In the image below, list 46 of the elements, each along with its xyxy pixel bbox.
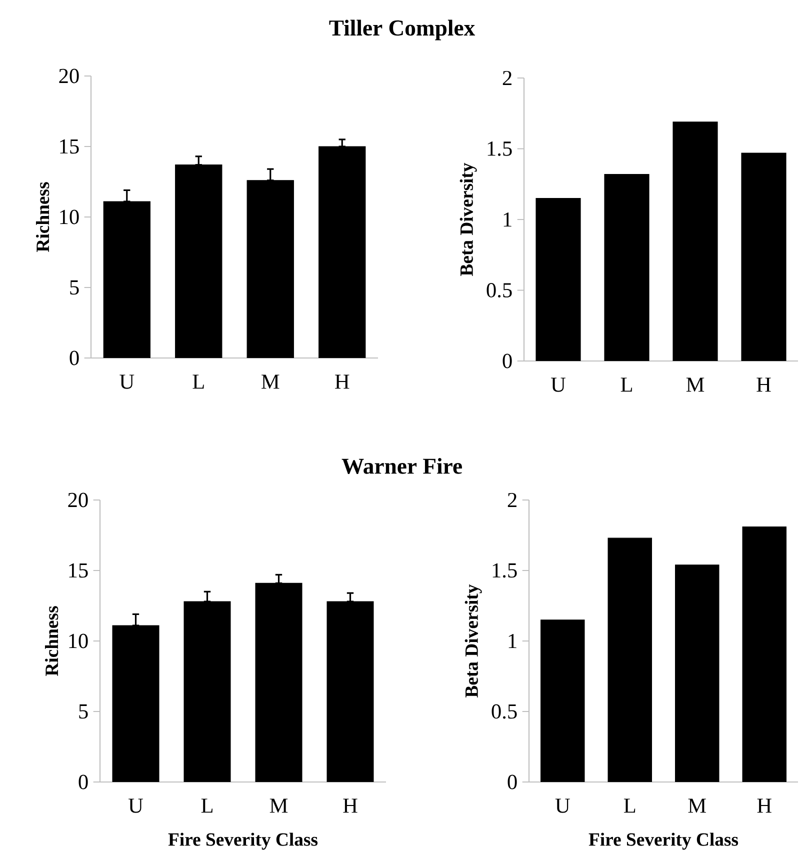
x-tick-label: L [192,374,204,389]
x-tick-label: M [261,374,280,389]
y-tick-label: 1 [504,212,512,227]
x-axis-title: Fire Severity Class [588,832,738,850]
bar [103,201,150,358]
y-tick-label: 5 [79,704,88,719]
y-tick-label: 0 [70,350,79,366]
chart-title: Tiller Complex [329,20,476,40]
y-tick-label: 15 [69,563,88,578]
x-axis-title: Fire Severity Class [168,832,318,850]
x-tick-label: U [128,798,143,813]
y-axis-title: Beta Diversity [460,162,477,276]
x-tick-label: H [335,374,350,389]
x-tick-label: U [120,374,134,389]
y-tick-label: 1.5 [488,142,512,156]
y-axis-title: Richness [44,606,58,676]
y-tick-label: 10 [69,634,88,648]
x-tick-label: U [555,798,570,813]
y-tick-label: 10 [60,210,79,224]
y-tick-label: 0 [508,774,517,790]
y-tick-label: 0 [502,354,512,368]
x-tick-label: L [201,798,212,813]
y-tick-label: 15 [60,139,79,154]
x-tick-label: L [620,378,632,392]
x-tick-label: L [624,798,636,813]
y-tick-label: 0.5 [486,283,512,298]
y-tick-label: 0.5 [492,704,517,719]
x-tick-label: H [757,798,772,813]
x-tick-label: U [550,378,566,392]
y-tick-label: 2 [508,492,516,508]
y-tick-label: 1.5 [492,563,517,578]
y-axis-title: Beta Diversity [464,584,482,698]
y-tick-label: 0 [78,774,88,790]
y-tick-label: 5 [70,280,79,295]
y-axis-title: Richness [36,182,50,252]
x-tick-label: H [343,798,358,813]
y-tick-label: 20 [59,68,79,84]
y-tick-label: 1 [508,634,516,648]
x-tick-label: M [688,798,706,813]
chart-title: Warner Fire [342,458,462,474]
y-tick-label: 20 [68,492,88,508]
x-tick-label: M [686,378,704,392]
x-tick-label: M [270,798,288,813]
x-tick-label: H [756,378,771,392]
y-tick-label: 2 [502,70,512,86]
bar [318,146,366,358]
